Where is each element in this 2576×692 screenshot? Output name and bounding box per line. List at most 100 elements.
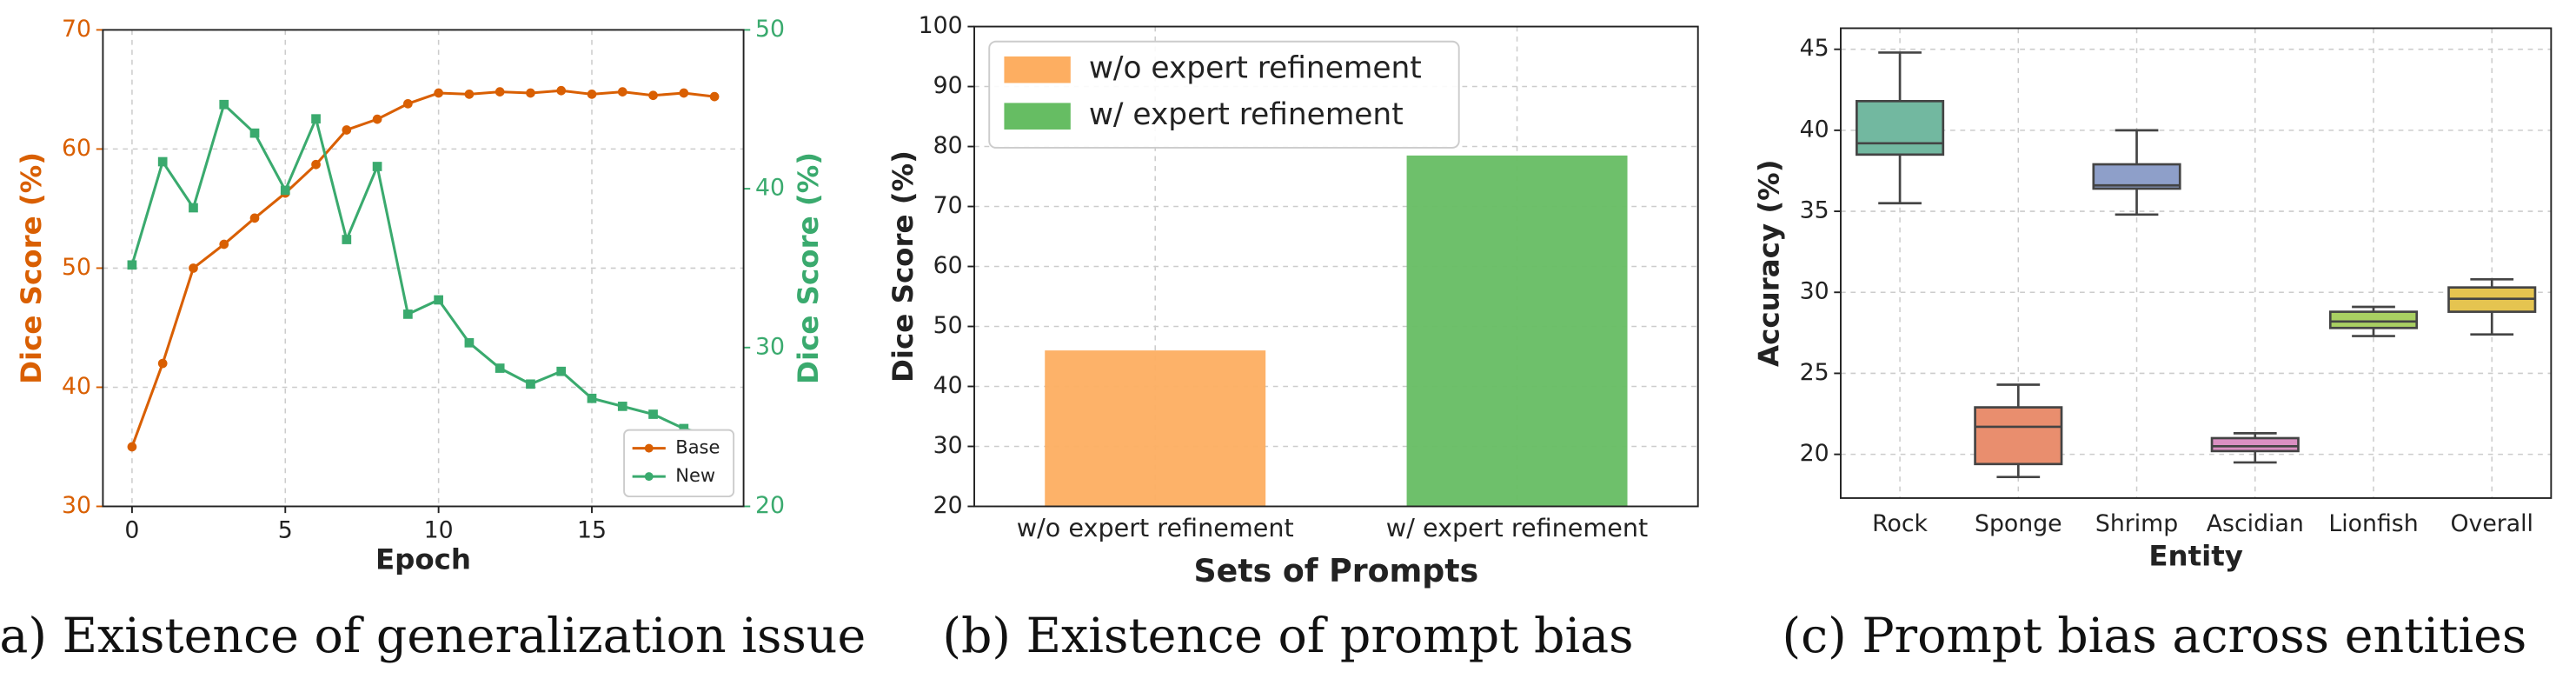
x-tick-label: Overall [2450, 510, 2533, 537]
legend-label: Base [675, 437, 720, 458]
point [372, 162, 382, 171]
point [526, 88, 535, 98]
bar [1045, 350, 1266, 507]
point [342, 125, 352, 135]
y-tick-label: 50 [62, 254, 91, 281]
caption: (a) Existence of generalization issue [0, 609, 866, 664]
x-tick-label: 15 [577, 517, 607, 544]
plot-frame [102, 29, 745, 508]
y2-axis-label: Dice Score (%) [792, 152, 825, 384]
plot-frame [1840, 27, 2553, 499]
point [127, 260, 137, 270]
point [495, 363, 505, 373]
series-line [130, 89, 715, 448]
y-tick-label: 60 [933, 252, 963, 279]
point [403, 309, 413, 319]
caption: (b) Existence of prompt bias [942, 609, 1633, 664]
legend-marker [644, 472, 654, 482]
point [556, 85, 567, 96]
legend-patch [1004, 56, 1071, 83]
point [556, 366, 567, 376]
y-tick-label: 30 [62, 492, 91, 519]
plot-frame [973, 25, 1699, 508]
point [127, 442, 137, 452]
chart: 30 40 50 60 70 Dice Score (%) 0 5 10 15 20 30 40 50 Di… [15, 16, 825, 576]
point [495, 87, 505, 96]
y-tick-label: 80 [933, 132, 963, 159]
y-tick-label: 35 [1800, 197, 1829, 224]
x-tick-label: Sponge [1975, 510, 2062, 537]
y-tick-label: 40 [1800, 116, 1829, 143]
y-tick-label: 70 [933, 192, 963, 219]
point [249, 128, 260, 138]
box [1856, 99, 1945, 156]
point [219, 239, 229, 250]
x-axis-label: Sets of Prompts [1194, 552, 1479, 589]
y-tick-label: 45 [1800, 35, 1829, 62]
x-tick-label: Ascidian [2207, 510, 2304, 537]
point [249, 213, 260, 223]
point [526, 379, 535, 389]
series-line [130, 102, 715, 438]
bar [1406, 155, 1628, 507]
y-tick-label: 40 [62, 373, 91, 400]
y-tick-label: 100 [919, 12, 963, 39]
point [709, 91, 720, 102]
point [219, 99, 229, 110]
x-tick-label: Rock [1872, 510, 1928, 537]
point [157, 156, 168, 167]
point [189, 203, 198, 213]
legend-label: New [675, 465, 715, 486]
point [311, 114, 321, 124]
point [157, 358, 168, 369]
point [280, 185, 290, 196]
point [403, 98, 413, 109]
caption: (c) Prompt bias across entities [1783, 609, 2527, 664]
legend-box [988, 40, 1460, 149]
point [648, 90, 658, 101]
point [617, 402, 627, 411]
y-tick-label: 70 [62, 16, 91, 43]
y-tick-label: 30 [1800, 278, 1829, 305]
y2-tick-label: 20 [755, 492, 785, 519]
x-tick-label: w/ expert refinement [1386, 513, 1648, 542]
point [587, 393, 597, 403]
y-tick-label: 25 [1800, 359, 1829, 386]
point [679, 423, 689, 434]
y-axis-label: Dice Score (%) [15, 152, 48, 384]
chart: 20 30 40 50 60 70 80 90 100 Dice Score (%) w/o exp… [886, 12, 1699, 589]
point [617, 87, 627, 96]
x-tick-label: Lionfish [2328, 510, 2418, 537]
point [679, 88, 689, 98]
legend-patch [1004, 103, 1071, 130]
y-axis-label: Accuracy (%) [1753, 159, 1786, 366]
y2-tick-label: 50 [755, 16, 785, 43]
point [587, 90, 597, 99]
point [434, 295, 443, 305]
x-tick-label: 0 [124, 517, 139, 544]
x-tick-label: 10 [424, 517, 454, 544]
y-tick-label: 50 [933, 312, 963, 339]
y-axis-label: Dice Score (%) [886, 150, 920, 383]
point [464, 90, 475, 99]
legend-label: w/ expert refinement [1089, 97, 1404, 132]
x-tick-label: 5 [278, 517, 293, 544]
box [2328, 310, 2419, 329]
point [648, 409, 658, 419]
y2-tick-label: 40 [755, 175, 785, 202]
y-tick-label: 90 [933, 72, 963, 99]
legend-label: w/o expert refinement [1089, 51, 1422, 86]
point [434, 88, 443, 98]
y-tick-label: 60 [62, 135, 91, 162]
x-tick-label: w/o expert refinement [1017, 513, 1294, 542]
point [311, 159, 321, 170]
y-tick-label: 20 [933, 492, 963, 519]
x-axis-label: Epoch [375, 543, 471, 576]
y2-tick-label: 30 [755, 333, 785, 360]
box [2210, 436, 2300, 453]
y-tick-label: 30 [933, 432, 963, 459]
point [372, 114, 382, 124]
x-tick-label: Shrimp [2095, 510, 2178, 537]
chart: 20 25 30 35 40 45 Accuracy (%) Rock Sponge Shrimp… [1753, 27, 2553, 573]
